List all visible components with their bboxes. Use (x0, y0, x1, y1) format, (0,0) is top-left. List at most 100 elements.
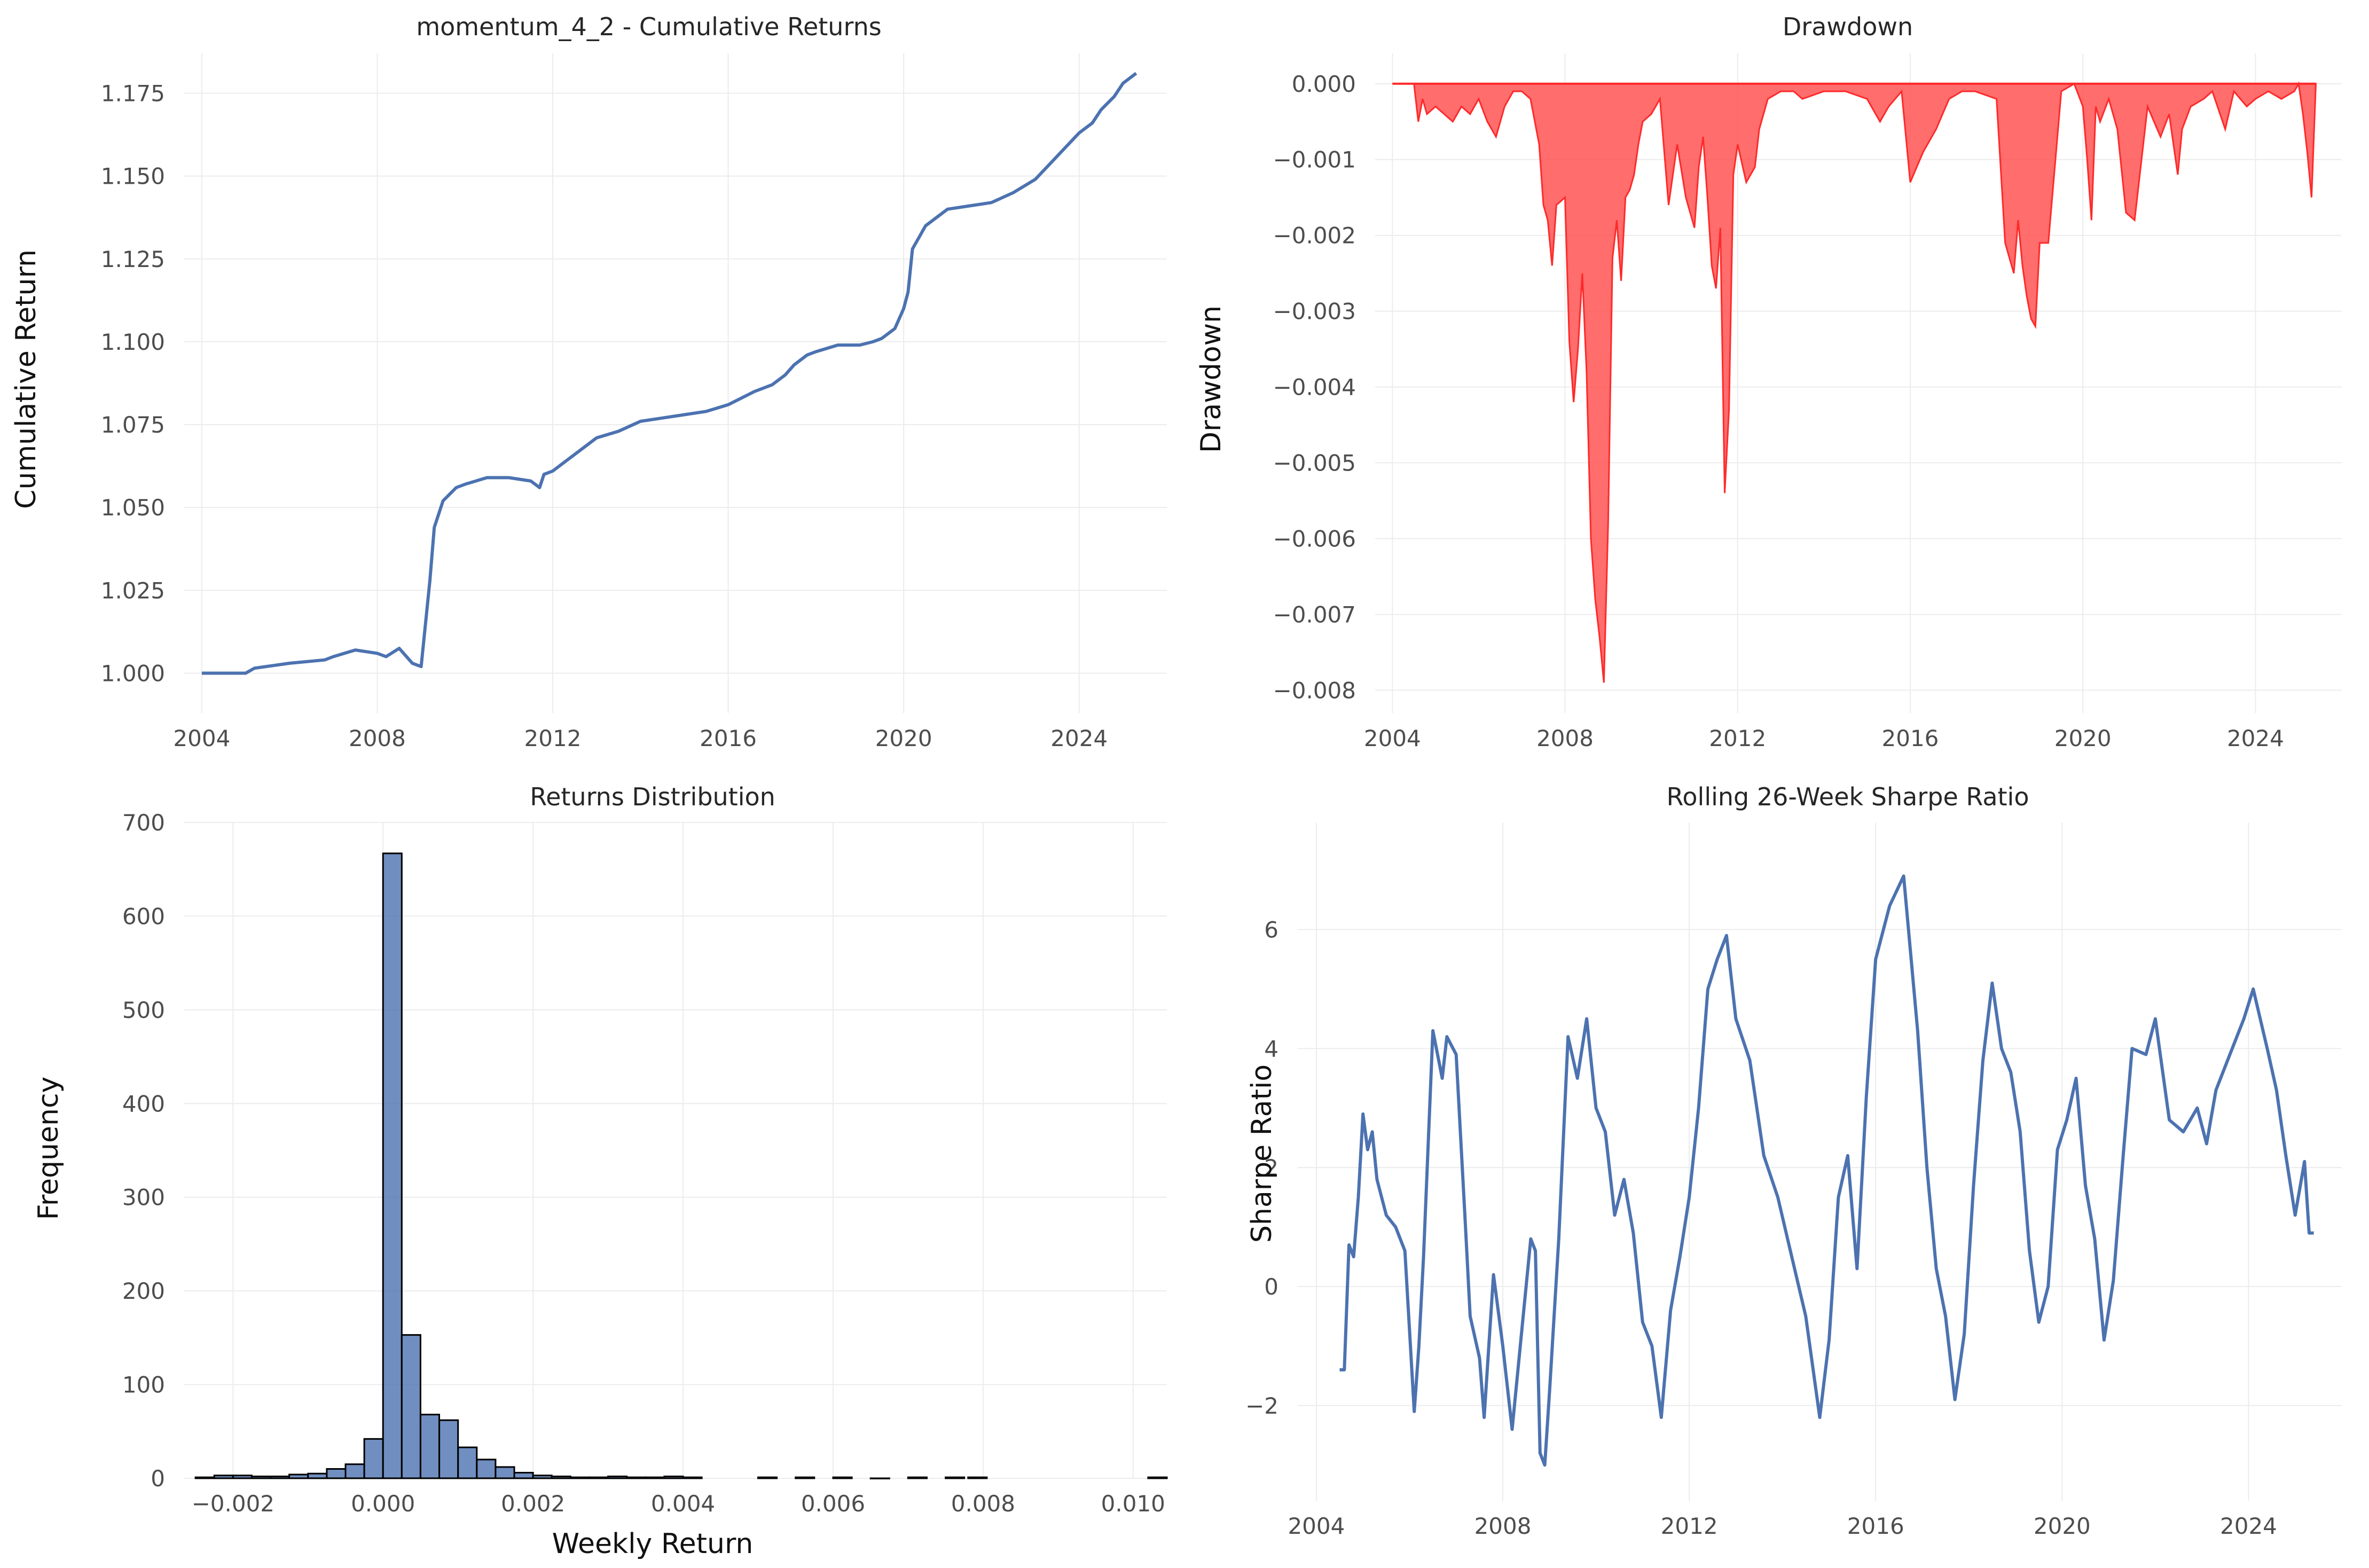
y-tick-label: 1.100 (101, 329, 165, 355)
drawdown-y-axis-label: Drawdown (1195, 305, 1227, 453)
distribution-histogram-bar (682, 1476, 703, 1479)
x-tick-label: 2012 (1709, 725, 1766, 751)
panel-returns-distribution: −0.002 0.000 0.002 0.004 0.006 0.008 0.010 0 100… (33, 782, 1168, 1560)
distribution-histogram-bar (532, 1475, 553, 1479)
distribution-histogram-bar (645, 1476, 665, 1479)
distribution-histogram-bar (607, 1476, 628, 1479)
y-tick-label: 1.075 (101, 412, 165, 438)
x-tick-label: 0.000 (351, 1491, 415, 1517)
distribution-histogram-bar (419, 1414, 441, 1479)
sharpe-y-axis-label: Sharpe Ratio (1246, 1064, 1278, 1243)
y-tick-label: 1.175 (101, 80, 165, 106)
distribution-histogram-bar (326, 1468, 347, 1479)
distribution-tick-labels: −0.002 0.000 0.002 0.004 0.006 0.008 0.010 0 100… (122, 810, 1165, 1517)
distribution-histogram-bar (250, 1476, 271, 1479)
x-tick-label: 2020 (2054, 725, 2112, 751)
x-tick-label: 0.004 (651, 1491, 715, 1517)
distribution-histogram-bar (232, 1475, 253, 1479)
y-tick-label: −0.001 (1273, 147, 1356, 173)
distribution-histogram-bar (663, 1476, 684, 1479)
x-tick-label: 2004 (1364, 725, 1421, 751)
distribution-histogram-bar (307, 1472, 328, 1479)
y-tick-label: 0 (151, 1465, 165, 1492)
panel-rolling-sharpe: 2004 2008 2012 2016 2020 2024 −2 0 2 4 6 Rolling 2… (1245, 782, 2342, 1539)
x-tick-label: 2004 (173, 725, 230, 751)
distribution-x-axis-label: Weekly Return (552, 1528, 754, 1560)
panel-drawdown: 2004 2008 2012 2016 2020 2024 0.000 −0.001 −0.00… (1195, 12, 2342, 751)
y-tick-label: −0.004 (1273, 374, 1356, 401)
y-tick-label: −0.005 (1273, 450, 1356, 476)
sharpe-chart-title: Rolling 26-Week Sharpe Ratio (1667, 782, 2029, 811)
distribution-histogram-bar (795, 1476, 815, 1479)
distribution-histogram-bar (457, 1446, 478, 1479)
drawdown-chart-title: Drawdown (1783, 12, 1913, 41)
distribution-histogram-bar (569, 1476, 591, 1479)
drawdown-gridlines (1375, 53, 2342, 713)
y-tick-label: −0.006 (1273, 526, 1356, 552)
distribution-histogram-bar (589, 1476, 609, 1479)
cumulative-y-axis-label: Cumulative Return (10, 249, 42, 509)
distribution-histogram-bar (363, 1438, 384, 1479)
distribution-histogram-bar (945, 1476, 966, 1479)
x-tick-label: 0.008 (951, 1491, 1015, 1517)
distribution-histogram-bar (476, 1459, 497, 1479)
y-tick-label: −0.008 (1273, 677, 1356, 703)
x-tick-label: 0.010 (1101, 1491, 1165, 1517)
y-tick-label: 2 (1264, 1155, 1278, 1181)
x-tick-label: 2024 (2220, 1513, 2277, 1539)
cumulative-plot-area (201, 72, 1138, 675)
y-tick-label: 0.000 (1292, 71, 1356, 97)
x-tick-label: 2004 (1288, 1513, 1345, 1539)
y-tick-label: −2 (1245, 1393, 1278, 1419)
distribution-histogram-bar (288, 1473, 309, 1479)
drawdown-tick-labels: 2004 2008 2012 2016 2020 2024 0.000 −0.001 −0.00… (1273, 71, 2284, 751)
distribution-gridlines (184, 822, 1167, 1479)
y-tick-label: 4 (1264, 1036, 1278, 1062)
y-tick-label: 1.125 (101, 246, 165, 272)
cumulative-series-line (201, 72, 1138, 675)
sharpe-tick-labels: 2004 2008 2012 2016 2020 2024 −2 0 2 4 6 (1245, 917, 2277, 1539)
panel-cumulative-returns: 2004 2008 2012 2016 2020 2024 1.000 1.025 1.050 1… (10, 12, 1167, 751)
y-tick-label: 500 (122, 997, 165, 1023)
y-tick-label: 1.025 (101, 577, 165, 603)
distribution-histogram-bar (495, 1466, 515, 1479)
distribution-histogram-bar (869, 1477, 890, 1479)
distribution-histogram-bar (213, 1475, 234, 1479)
x-tick-label: 0.006 (801, 1491, 865, 1517)
x-tick-label: −0.002 (192, 1491, 274, 1517)
y-tick-label: −0.003 (1273, 299, 1356, 325)
cumulative-tick-labels: 2004 2008 2012 2016 2020 2024 1.000 1.025 1.050 1… (101, 80, 1108, 751)
distribution-plot-area (194, 852, 1168, 1479)
distribution-histogram-bar (438, 1419, 459, 1479)
distribution-histogram-bar (270, 1476, 291, 1479)
y-tick-label: −0.007 (1273, 601, 1356, 628)
x-tick-label: 2008 (349, 725, 406, 751)
distribution-histogram-bar (401, 1334, 421, 1479)
y-tick-label: 1.050 (101, 495, 165, 521)
y-tick-label: 1.150 (101, 163, 165, 190)
cumulative-gridlines (184, 53, 1167, 713)
y-tick-label: 6 (1264, 917, 1278, 943)
sharpe-gridlines (1298, 822, 2342, 1501)
distribution-histogram-bar (513, 1472, 534, 1479)
x-tick-label: 2012 (524, 725, 582, 751)
distribution-histogram-bar (757, 1476, 778, 1479)
drawdown-plot-area (1392, 81, 2317, 683)
distribution-y-axis-label: Frequency (33, 1077, 65, 1220)
x-tick-label: 2024 (1050, 725, 1108, 751)
x-tick-label: 2016 (700, 725, 757, 751)
distribution-histogram-bar (382, 852, 403, 1479)
y-tick-label: 100 (122, 1372, 165, 1398)
sharpe-plot-area (1339, 874, 2314, 1467)
y-tick-label: 300 (122, 1185, 165, 1211)
x-tick-label: 2016 (1847, 1513, 1904, 1539)
drawdown-area-fill (1392, 81, 2317, 683)
distribution-histogram-bar (1147, 1476, 1168, 1479)
x-tick-label: 2020 (875, 725, 932, 751)
x-tick-label: 2024 (2227, 725, 2284, 751)
distribution-histogram-bar (967, 1476, 988, 1479)
y-tick-label: 400 (122, 1091, 165, 1117)
x-tick-label: 2020 (2034, 1513, 2091, 1539)
distribution-chart-title: Returns Distribution (530, 782, 775, 811)
